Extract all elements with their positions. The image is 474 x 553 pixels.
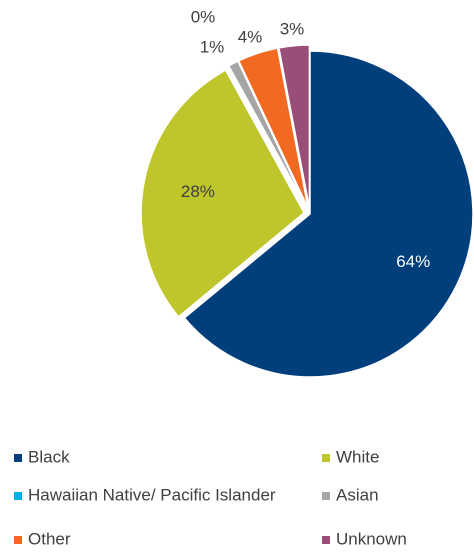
legend-marker bbox=[322, 536, 330, 544]
legend-label: Unknown bbox=[336, 529, 407, 548]
legend-label: Hawaiian Native/ Pacific Islander bbox=[28, 485, 276, 504]
pie-slice bbox=[278, 44, 311, 209]
pie-slice bbox=[227, 60, 308, 210]
pie-slice bbox=[183, 50, 474, 378]
legend-label: White bbox=[336, 447, 379, 466]
data-label: 28% bbox=[181, 182, 215, 201]
pie-slice bbox=[140, 69, 306, 318]
legend-label: Asian bbox=[336, 485, 379, 504]
legend-label: Black bbox=[28, 447, 70, 466]
legend-label: Other bbox=[28, 529, 71, 548]
data-label: 3% bbox=[280, 19, 305, 38]
legend-marker bbox=[14, 492, 22, 500]
legend-marker bbox=[14, 536, 22, 544]
data-label: 4% bbox=[238, 27, 263, 46]
legend-marker bbox=[322, 454, 330, 462]
data-label: 64% bbox=[396, 252, 430, 271]
legend-marker bbox=[14, 454, 22, 462]
data-label: 0% bbox=[191, 7, 216, 26]
legend-marker bbox=[322, 492, 330, 500]
pie-slice bbox=[237, 47, 309, 209]
data-label: 1% bbox=[200, 37, 225, 56]
